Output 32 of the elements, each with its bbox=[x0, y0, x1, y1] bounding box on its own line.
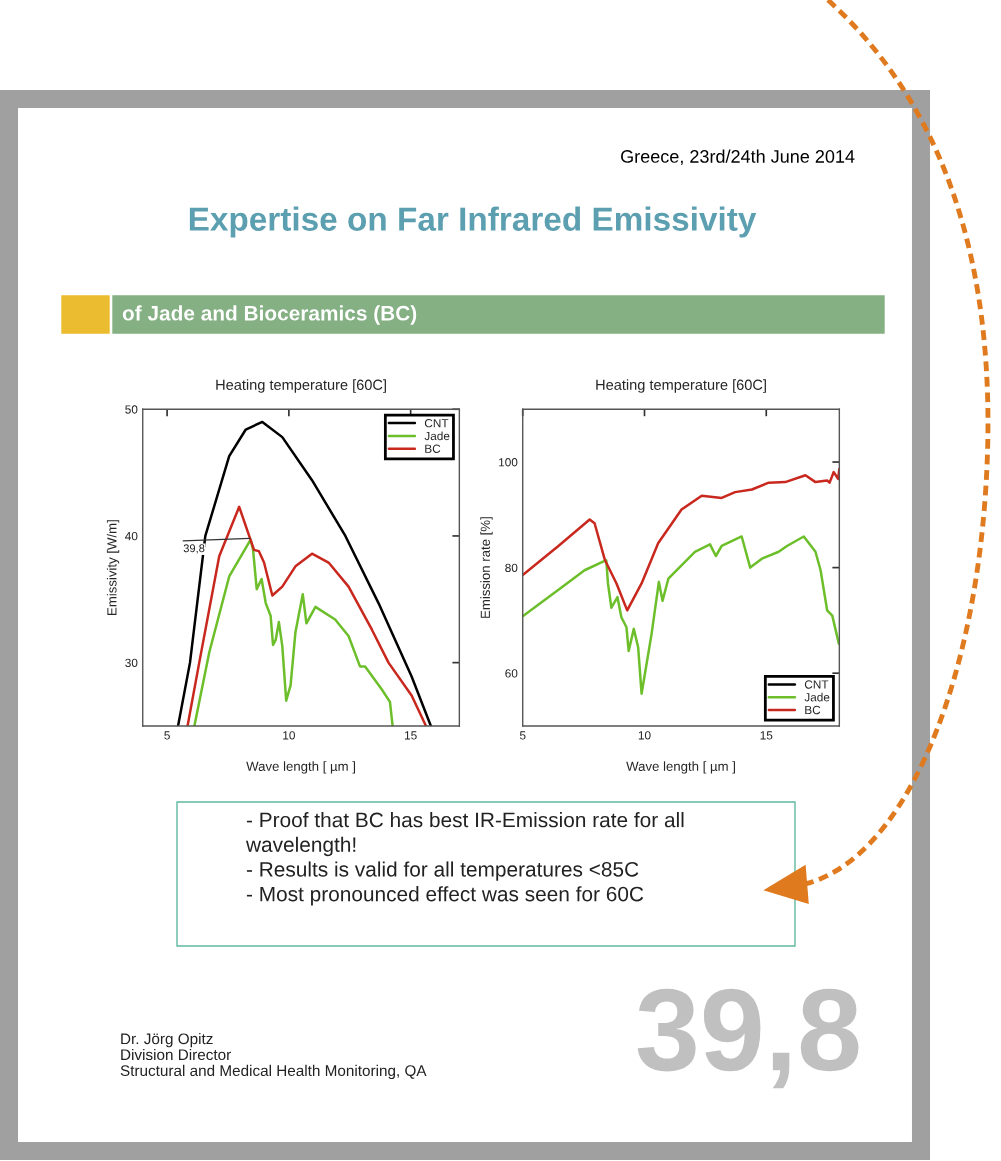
text: Expertise on Far Infrared Emissivity bbox=[189, 206, 757, 238]
text: Greece, 23rd/24th June 2014 bbox=[621, 149, 855, 165]
text: of Jade and Bioceramics (BC) bbox=[122, 305, 417, 325]
x-tick-label: 15 bbox=[404, 731, 417, 740]
x-tick-label: 5 bbox=[519, 731, 526, 740]
text: 39,8 bbox=[637, 988, 859, 1089]
y-tick-label: 30 bbox=[125, 658, 138, 668]
legend-label: BC bbox=[805, 705, 821, 715]
x-tick-label: 10 bbox=[283, 731, 295, 740]
y-tick-label: 40 bbox=[125, 531, 138, 541]
x-tick-label: 10 bbox=[638, 731, 651, 740]
x-tick-label: 15 bbox=[760, 731, 773, 740]
text: Dr. Jörg Opitz Division Director Structural and Medical Health Monitoring, QA bbox=[120, 1033, 427, 1080]
y-axis-title: Emission rate [%] bbox=[480, 517, 493, 618]
legend-label: CNT bbox=[804, 680, 829, 689]
legend-label: Jade bbox=[804, 692, 830, 702]
chart-title: Heating temperature [60C] bbox=[596, 379, 766, 393]
text: - Proof that BC has best IR-Emission rate for all wavelength! - Results is valid for all temperatures <85C - Most pronounced effect was seen for 60C bbox=[245, 812, 684, 906]
annotation: 39,8 bbox=[183, 544, 205, 554]
x-axis-title: Wave length [ µm ] bbox=[626, 761, 735, 774]
y-tick-label: 60 bbox=[505, 669, 518, 678]
y-axis-title: Emissivity [W/m] bbox=[106, 520, 120, 615]
y-tick-label: 80 bbox=[505, 563, 518, 573]
y-tick-label: 50 bbox=[125, 405, 138, 414]
legend-label: BC bbox=[425, 444, 441, 453]
y-tick-label: 100 bbox=[499, 458, 518, 467]
x-tick-label: 5 bbox=[164, 731, 170, 740]
legend-label: Jade bbox=[424, 431, 450, 441]
line-series bbox=[522, 467, 840, 612]
x-axis-title: Wave length [ µm ] bbox=[246, 761, 355, 774]
chart-title: Heating temperature [60C] bbox=[216, 379, 386, 393]
legend-label: CNT bbox=[424, 419, 449, 428]
